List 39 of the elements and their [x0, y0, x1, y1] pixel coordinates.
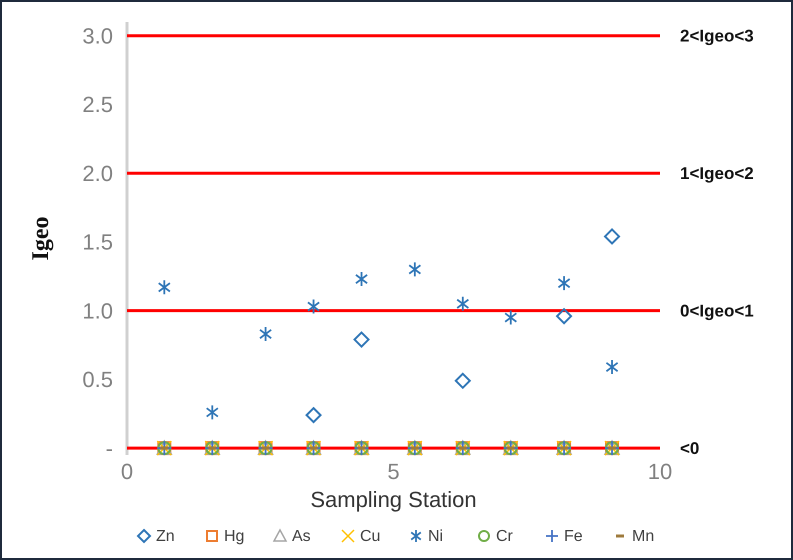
- point: [454, 372, 471, 389]
- x-tick-label: 10: [648, 459, 672, 484]
- point: [456, 296, 470, 312]
- ref-line-label: 1<Igeo<2: [680, 164, 754, 184]
- point: [306, 407, 322, 424]
- point: [556, 308, 572, 324]
- legend-label: Zn: [156, 528, 175, 545]
- ref-line-label: 0<Igeo<1: [680, 302, 754, 321]
- legend-label: Mn: [632, 528, 654, 545]
- y-axis-title: Igeo: [28, 216, 54, 260]
- legend-label: Hg: [224, 528, 244, 545]
- y-tick-label: 2.5: [82, 92, 113, 118]
- point: [206, 404, 219, 420]
- ref-line-label: <0: [680, 439, 700, 458]
- point: [354, 332, 370, 348]
- point: [355, 271, 368, 287]
- legend-label: Fe: [564, 528, 583, 545]
- x-axis-title: Sampling Station: [310, 487, 477, 512]
- y-tick-label: 1.0: [82, 298, 113, 324]
- legend-label: Ni: [428, 528, 444, 545]
- legend-label: Cr: [496, 528, 514, 545]
- y-tick-label: 0.5: [82, 367, 113, 392]
- ref-line-label: 2<Igeo<3: [680, 26, 754, 46]
- y-tick-label: 1.5: [82, 230, 113, 255]
- point: [408, 262, 422, 278]
- legend-label: As: [292, 528, 311, 545]
- x-tick-label: 0: [120, 459, 134, 484]
- y-tick-label: -: [106, 436, 113, 461]
- point: [558, 275, 571, 292]
- y-tick-label: 3.0: [82, 23, 113, 48]
- legend-label: Cu: [360, 528, 380, 545]
- point: [504, 310, 518, 326]
- point: [259, 326, 272, 342]
- point: [307, 298, 320, 314]
- x-tick-label: 5: [387, 459, 400, 484]
- y-tick-label: 2.0: [82, 160, 113, 186]
- point: [606, 359, 619, 375]
- point: [158, 279, 171, 296]
- point: [604, 228, 620, 244]
